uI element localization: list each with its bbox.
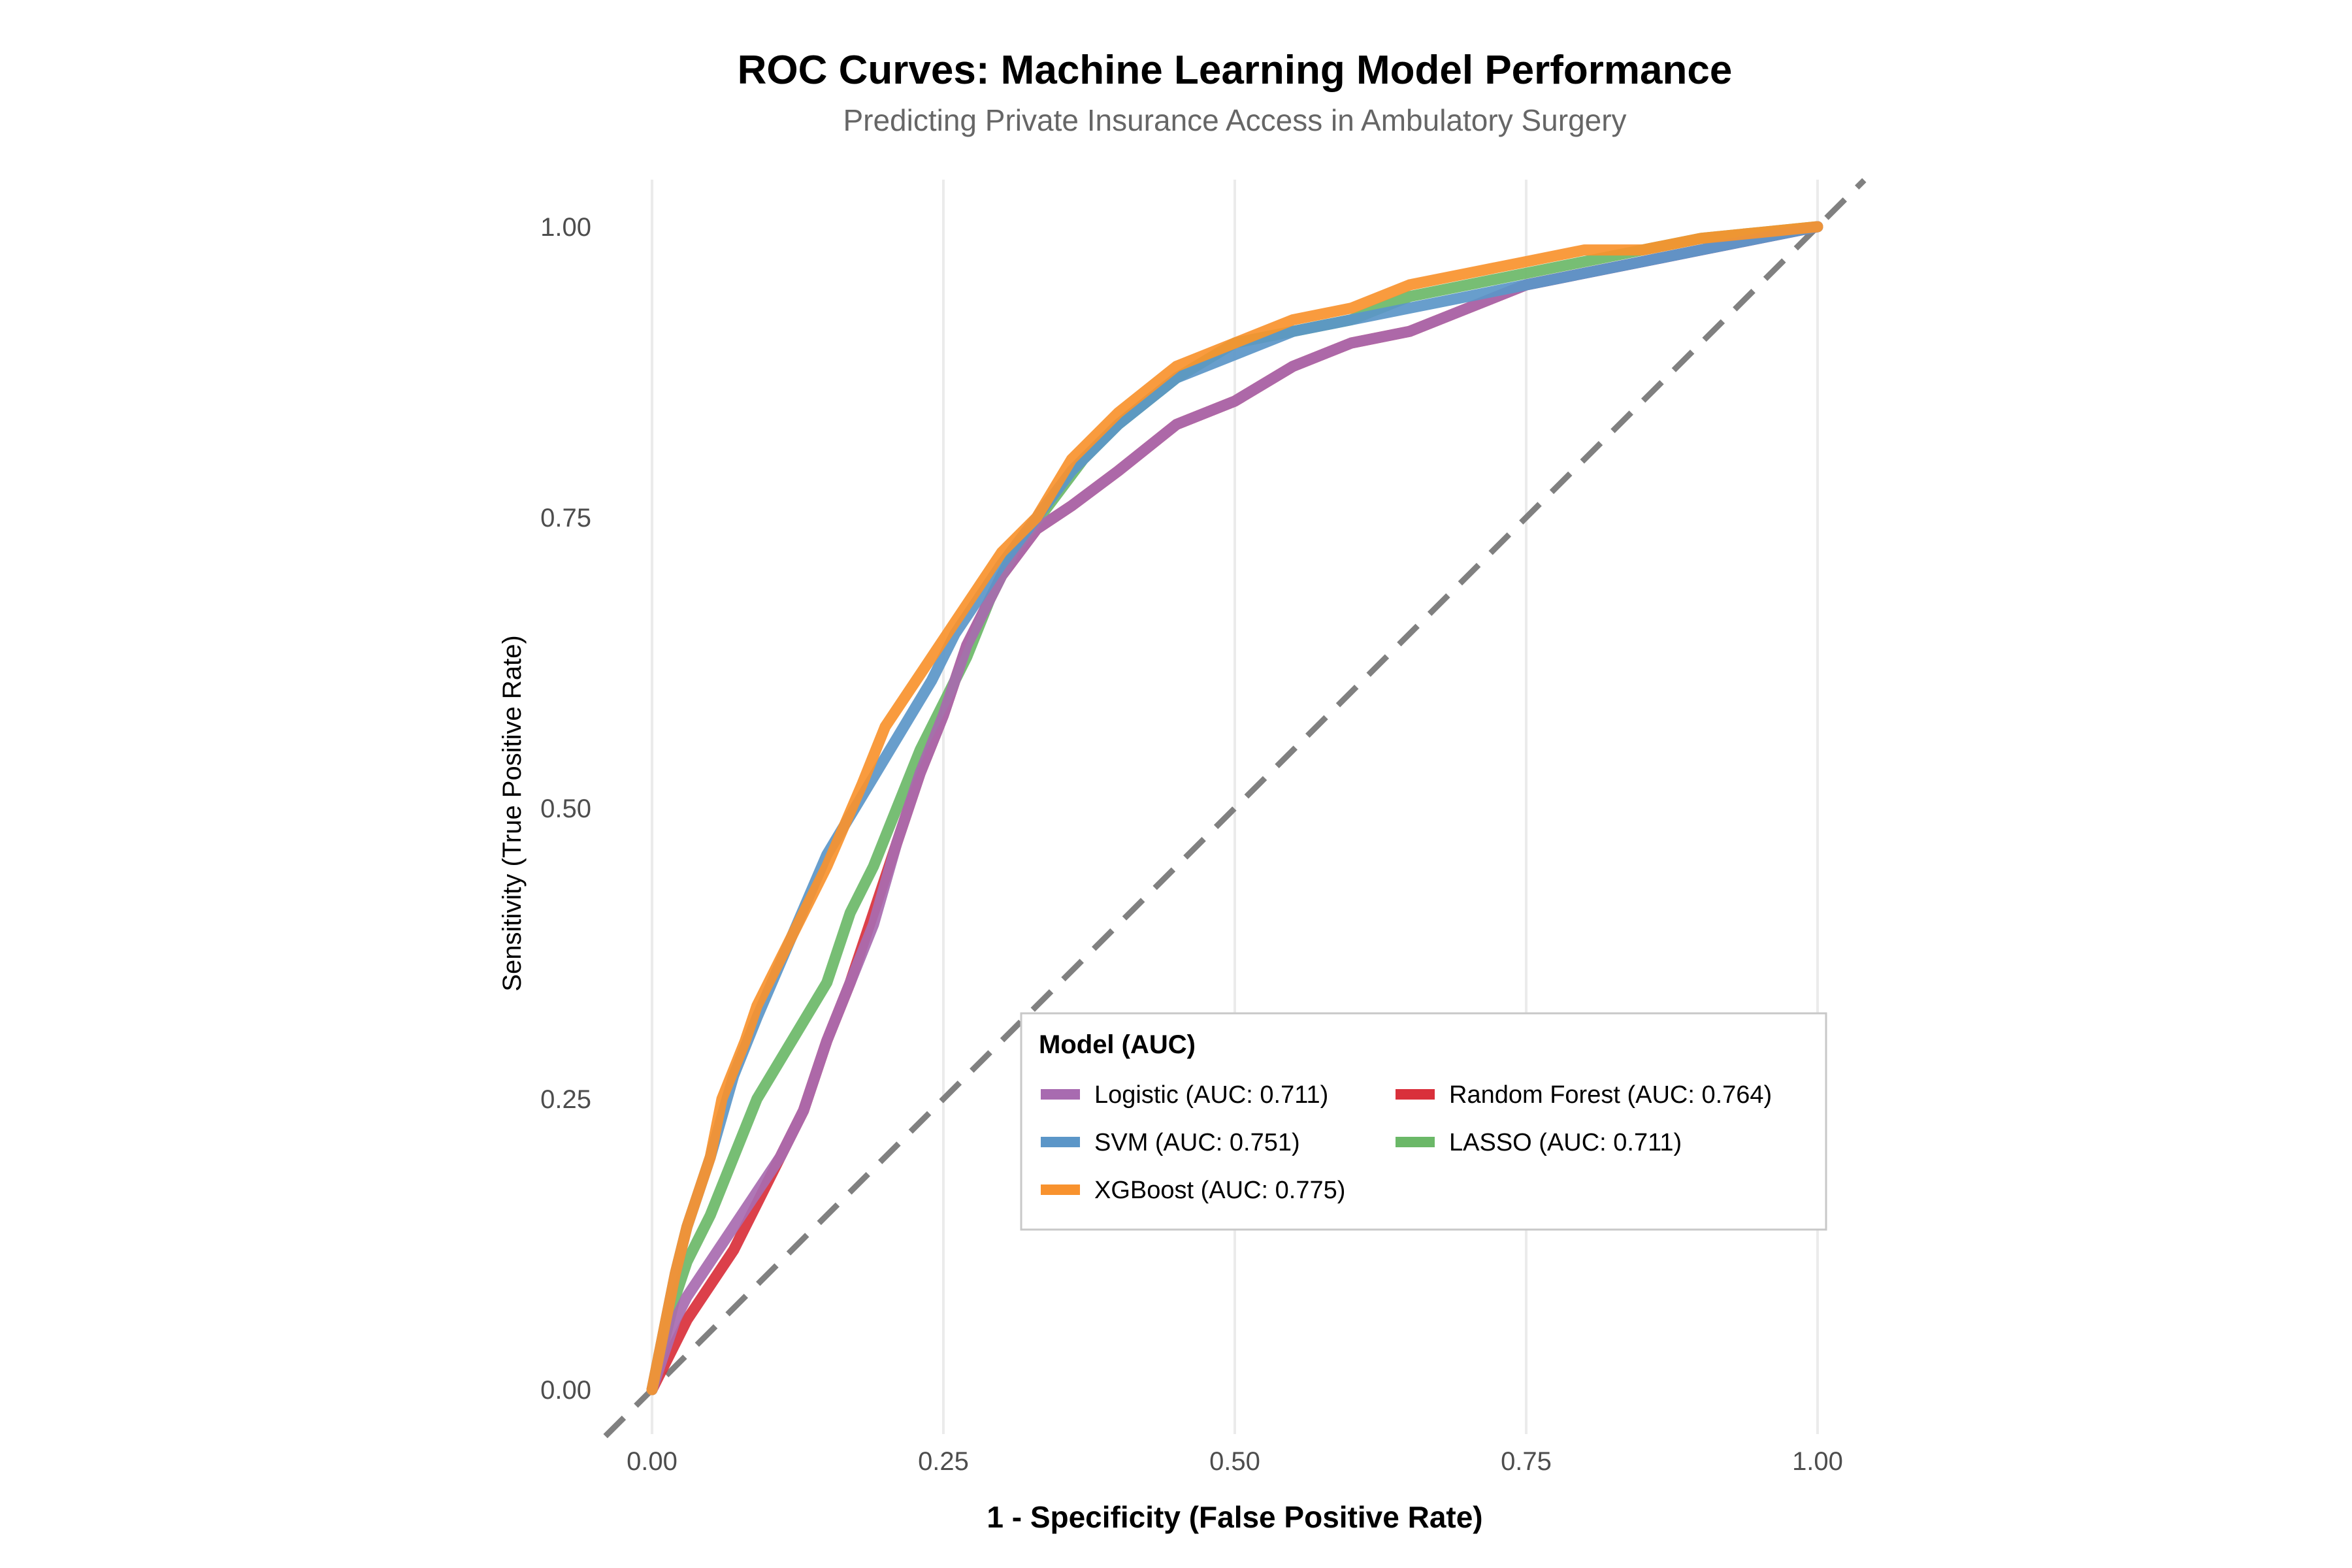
legend-swatch: [1396, 1089, 1435, 1100]
legend-item: XGBoost (AUC: 0.775): [1041, 1177, 1345, 1204]
x-tick-label: 0.75: [1501, 1447, 1552, 1476]
legend-swatch: [1041, 1137, 1080, 1147]
x-tick-label: 0.00: [627, 1447, 678, 1476]
roc-curves: [646, 221, 1823, 1396]
legend-swatch: [1041, 1184, 1080, 1195]
legend-box: [1020, 1012, 1827, 1231]
roc-curve-xgboost: [646, 221, 1823, 1396]
legend-label: XGBoost (AUC: 0.775): [1094, 1177, 1345, 1204]
grid-lines: [651, 180, 1819, 1434]
x-axis-ticks: 0.00 0.25 0.50 0.75 1.00: [627, 1447, 1843, 1476]
legend-item: Logistic (AUC: 0.711): [1041, 1081, 1328, 1109]
y-tick-label: 0.00: [540, 1376, 591, 1405]
y-tick-label: 0.75: [540, 504, 591, 532]
legend-swatch: [1041, 1089, 1080, 1100]
legend-swatch: [1396, 1137, 1435, 1147]
legend-label: SVM (AUC: 0.751): [1094, 1129, 1300, 1156]
y-tick-label: 1.00: [540, 213, 591, 242]
legend-label: Logistic (AUC: 0.711): [1094, 1081, 1328, 1109]
x-axis-label: 1 - Specificity (False Positive Rate): [987, 1500, 1482, 1534]
legend-title: Model (AUC): [1039, 1030, 1196, 1059]
legend-label: Random Forest (AUC: 0.764): [1449, 1081, 1772, 1109]
legend: Model (AUC) Logistic (AUC: 0.711) SVM (AU…: [1020, 1012, 1827, 1231]
x-tick-label: 0.25: [918, 1447, 969, 1476]
y-tick-label: 0.50: [540, 794, 591, 823]
chart-subtitle: Predicting Private Insurance Access in A…: [843, 103, 1626, 137]
legend-item: LASSO (AUC: 0.711): [1396, 1129, 1682, 1156]
y-axis-label: Sensitivity (True Positive Rate): [498, 635, 527, 991]
legend-label: LASSO (AUC: 0.711): [1449, 1129, 1682, 1156]
legend-item: SVM (AUC: 0.751): [1041, 1129, 1300, 1156]
legend-item: Random Forest (AUC: 0.764): [1396, 1081, 1772, 1109]
x-tick-label: 1.00: [1792, 1447, 1843, 1476]
chart-title: ROC Curves: Machine Learning Model Perfo…: [738, 48, 1733, 93]
reference-diagonal: [603, 178, 1867, 1439]
legend-items: Logistic (AUC: 0.711) SVM (AUC: 0.751) XGB…: [1041, 1081, 1772, 1204]
y-axis-ticks: 0.00 0.25 0.50 0.75 1.00: [540, 213, 591, 1405]
x-tick-label: 0.50: [1209, 1447, 1260, 1476]
y-tick-label: 0.25: [540, 1085, 591, 1114]
